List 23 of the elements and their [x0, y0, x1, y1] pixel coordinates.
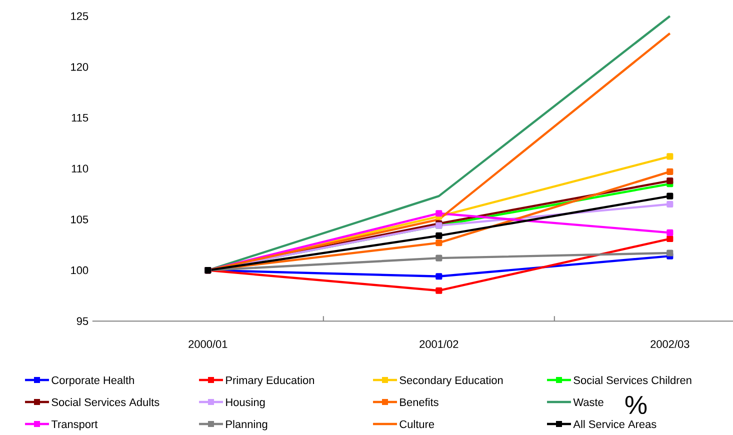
y-tick-label: 115 [72, 114, 88, 122]
legend-label: Corporate Health [52, 376, 134, 386]
x-tick-label: 2002/03 [650, 340, 690, 348]
text: % [625, 396, 647, 414]
x-tick-label: 2000/01 [188, 340, 228, 348]
y-tick-label: 100 [71, 266, 88, 274]
legend-label: Waste [573, 398, 604, 406]
legend-label: Transport [51, 420, 98, 430]
legend-label: Social Services Children [574, 376, 692, 384]
legend-label: Primary Education [226, 376, 314, 386]
legend-label: All Service Areas [573, 420, 656, 428]
y-tick-label: 95 [76, 317, 88, 325]
legend-label: Benefits [400, 398, 438, 406]
legend-label: Housing [226, 398, 265, 408]
y-tick-label: 125 [71, 12, 88, 20]
y-tick-label: 110 [72, 164, 88, 172]
y-tick-label: 120 [71, 63, 88, 71]
legend-label: Culture [400, 420, 434, 428]
legend-label: Social Services Adults [52, 398, 160, 406]
legend-label: Planning [226, 420, 268, 430]
legend-label: Secondary Education [400, 376, 503, 386]
x-tick-label: 2001/02 [420, 340, 458, 348]
y-tick-label: 105 [71, 216, 88, 224]
